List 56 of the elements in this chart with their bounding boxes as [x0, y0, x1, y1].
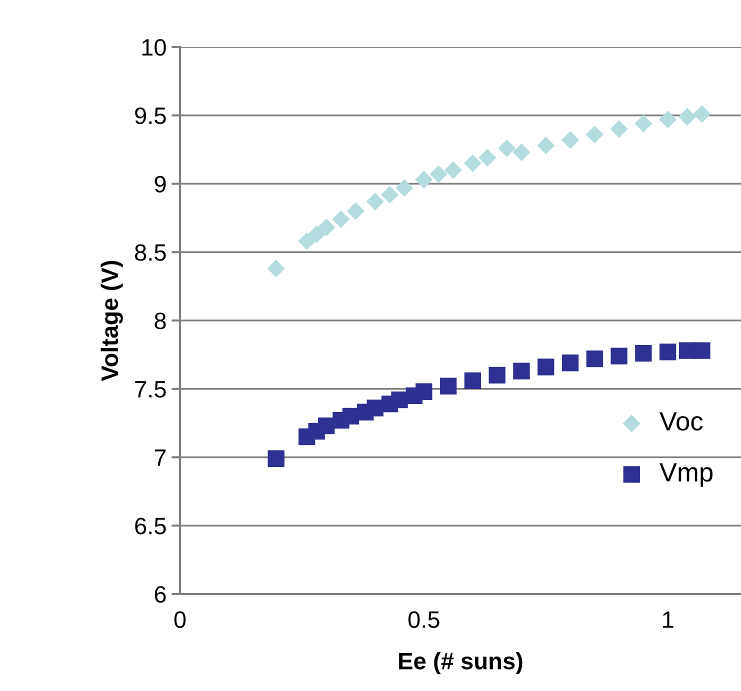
point: [562, 354, 579, 372]
point: [561, 131, 580, 149]
y-tick-label: 9.5: [135, 107, 166, 124]
point: [586, 350, 603, 368]
point: [513, 362, 530, 380]
point: [332, 210, 350, 228]
point: [464, 372, 482, 390]
point: [659, 344, 676, 360]
point: [610, 348, 628, 364]
point: [308, 226, 326, 244]
y-tick-label: 9: [154, 176, 166, 193]
y-tick-label: 6.5: [135, 518, 166, 534]
legend-label: Voc: [659, 412, 703, 431]
point: [267, 260, 285, 278]
point: [464, 154, 482, 172]
point: [346, 202, 364, 220]
point: [635, 344, 652, 362]
point: [380, 186, 399, 204]
y-tick-label: 6: [154, 586, 166, 603]
y-tick-label: 7.5: [135, 381, 166, 398]
point: [658, 110, 677, 128]
point: [498, 139, 516, 158]
point: [538, 358, 554, 376]
x-axis-title: Ee (# suns): [399, 652, 522, 674]
x-tick-label: 0: [174, 611, 186, 628]
point: [366, 400, 384, 416]
point: [440, 378, 457, 394]
y-tick-label: 8.5: [135, 244, 166, 261]
y-tick-label: 10: [142, 39, 166, 56]
point: [586, 126, 604, 144]
point: [693, 105, 711, 123]
point: [318, 417, 335, 434]
point: [396, 179, 414, 197]
legend-label: Vmp: [659, 463, 713, 487]
point: [678, 108, 696, 126]
y-axis-title: Voltage (V): [100, 260, 123, 382]
point: [488, 366, 506, 384]
x-tick-label: 1: [663, 612, 674, 628]
y-tick-label: 8: [154, 312, 166, 330]
point: [366, 192, 384, 210]
point: [391, 391, 408, 408]
point: [318, 218, 336, 236]
y-tick-label: 7: [154, 450, 166, 466]
x-tick-label: 0.5: [408, 611, 440, 628]
point: [694, 342, 710, 359]
point: [415, 170, 433, 188]
point: [537, 136, 555, 154]
point: [430, 165, 448, 184]
point: [416, 383, 432, 400]
point: [268, 450, 284, 467]
point: [634, 114, 652, 132]
point: [444, 161, 462, 179]
point: [478, 148, 496, 167]
point: [298, 232, 316, 250]
point: [512, 143, 530, 162]
point: [610, 120, 628, 138]
